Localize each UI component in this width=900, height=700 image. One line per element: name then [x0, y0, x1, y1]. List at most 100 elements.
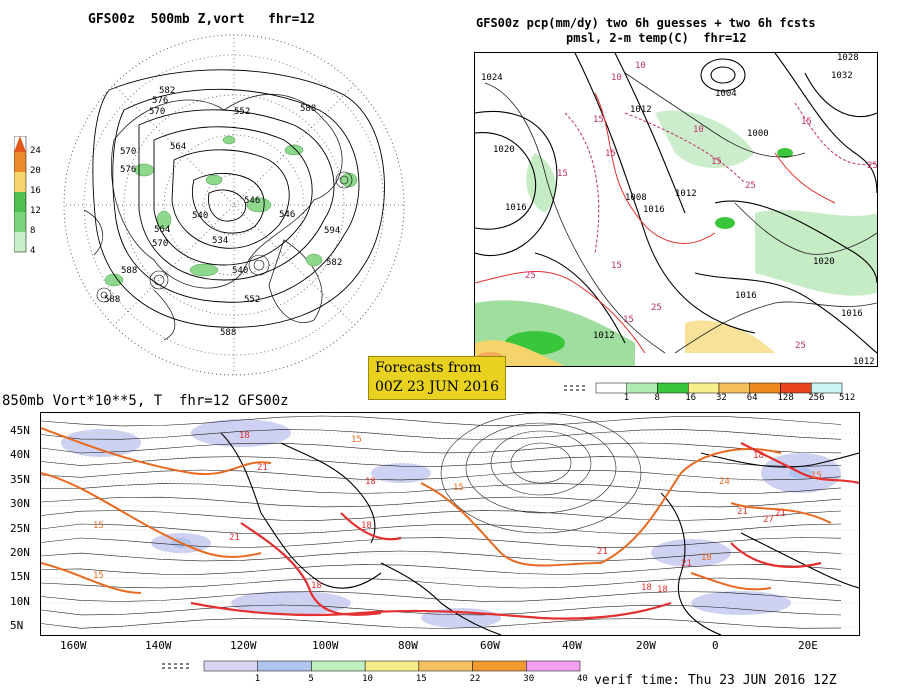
lat-label: 10N [10, 594, 30, 608]
atl-temp-label: 15 [811, 471, 822, 481]
polar-legend-bar [14, 136, 27, 253]
polar-legend-label: 12 [30, 206, 41, 216]
atl-temp-label: 18 [365, 477, 376, 487]
contour-label: 582 [159, 86, 176, 96]
streamline [41, 429, 842, 440]
na-colorbar-labels: 1 8 16 32 64 128 256 512 [562, 393, 862, 403]
streamline [41, 496, 842, 508]
colorbar-swatch [595, 382, 627, 394]
na-precip-pressure-plot [475, 53, 877, 366]
colorbar-swatch [418, 660, 473, 672]
streamline [41, 564, 842, 575]
colorbar-label: 22 [469, 674, 481, 684]
atl-title: 850mb Vort*10**5, T fhr=12 GFS00z [2, 393, 289, 409]
atl-vort-temp-plot [41, 413, 859, 635]
lat-label: 45N [10, 424, 30, 437]
pressure-label: 1004 [715, 89, 737, 99]
polar-map: 582 576 570 564 570 576 552 546 540 546 … [54, 30, 414, 380]
na-title-line2: pmsl, 2-m temp(C) fhr=12 [566, 31, 747, 45]
atl-temp-label: 18 [361, 521, 372, 531]
polar-legend: 24 20 16 12 8 4 [14, 136, 54, 266]
colorbar-swatch [749, 382, 781, 394]
atl-temp-label: 18 [753, 451, 764, 461]
na-colorbar: 1 8 16 32 64 128 256 512 [562, 382, 862, 403]
temp-label: 25 [795, 341, 806, 351]
streamline [41, 456, 842, 467]
colorbar-label: 64 [746, 393, 758, 403]
pressure-label: 1008 [625, 193, 647, 203]
colorbar-label: 512 [839, 393, 856, 403]
colorbar-swatch [811, 382, 843, 394]
pressure-label: 1028 [837, 53, 859, 63]
temp-label: 15 [711, 157, 722, 167]
contour-label: 582 [326, 258, 343, 268]
temp-label: 25 [525, 271, 536, 281]
contour-label: 570 [152, 239, 169, 249]
pressure-label: 1016 [505, 203, 527, 213]
contour-label: 540 [232, 266, 249, 276]
lat-label: 5N [10, 619, 24, 633]
colorbar-swatch [780, 382, 812, 394]
atl-temp-label: 27 [763, 515, 774, 525]
lon-label: 140W [145, 639, 172, 652]
contour-label: 570 [120, 147, 137, 157]
colorbar-label: 40 [577, 674, 588, 684]
atl-temp-label: 24 [719, 477, 730, 487]
colorbar-label: 128 [777, 393, 794, 403]
colorbar-swatch [526, 660, 581, 672]
pressure-label: 1012 [853, 357, 875, 367]
lat-label: 25N [10, 521, 30, 535]
atl-colorbar: 1 5 10 15 22 30 40 [160, 660, 600, 684]
lon-label: 100W [312, 639, 339, 652]
contour-label: 588 [121, 266, 138, 276]
na-colorbar-swatches [564, 382, 843, 394]
temp-label: 15 [593, 115, 604, 125]
atl-temp-label: 18 [657, 585, 668, 595]
pressure-label: 1032 [831, 71, 853, 81]
temp-label: 10 [635, 61, 646, 71]
polar-legend-label: 24 [30, 146, 41, 156]
atl-temp-label: 21 [257, 463, 268, 473]
atl-temp-label: 15 [93, 521, 104, 531]
atl-temp-label: 15 [351, 435, 362, 445]
contour-label: 576 [152, 96, 169, 106]
atl-temp-label: 21 [681, 559, 692, 569]
lon-label: 120W [230, 639, 257, 652]
colorbar-swatch [472, 660, 527, 672]
colorbar-label: 256 [808, 393, 825, 403]
streamline [41, 604, 842, 616]
na-map: 1024 1020 1016 1012 1008 1004 1000 1012 … [474, 52, 878, 367]
contour-label: 564 [170, 142, 187, 152]
contour-label: 576 [120, 165, 137, 175]
contour-label: 588 [104, 295, 121, 305]
lat-label: 40N [10, 448, 30, 462]
colorbar-swatch [657, 382, 689, 394]
temp-label: 25 [651, 303, 662, 313]
temp-label: 10 [693, 125, 704, 135]
polar-legend-label: 20 [30, 166, 41, 176]
atl-temp-label: 15 [93, 571, 104, 581]
atl-temp-label: 15 [453, 483, 464, 493]
lon-label: 0 [712, 639, 719, 652]
streamline [41, 483, 842, 494]
lat-label: 35N [10, 472, 30, 486]
streamline [41, 523, 842, 535]
lat-label: 30N [10, 497, 30, 511]
colorbar-swatch [718, 382, 750, 394]
contour-label: 552 [244, 295, 261, 305]
temp-label: 15 [623, 315, 634, 325]
polar-legend-label: 4 [30, 246, 36, 256]
streamline [41, 442, 842, 454]
pressure-label: 1016 [643, 205, 665, 215]
atl-temp-label: 18 [311, 581, 322, 591]
colorbar-label: 32 [716, 393, 727, 403]
banner-line2: 00Z 23 JUN 2016 [375, 379, 499, 395]
temp-label: 15 [605, 149, 616, 159]
contour-label: 534 [212, 236, 229, 246]
polar-legend-label: 8 [30, 226, 36, 236]
atl-colorbar-labels: 1 5 10 15 22 30 40 [160, 674, 600, 684]
lat-label: 15N [10, 570, 30, 584]
atl-temp-label: 18 [701, 553, 712, 563]
streamline [41, 550, 842, 562]
temp-label: 25 [867, 161, 878, 171]
